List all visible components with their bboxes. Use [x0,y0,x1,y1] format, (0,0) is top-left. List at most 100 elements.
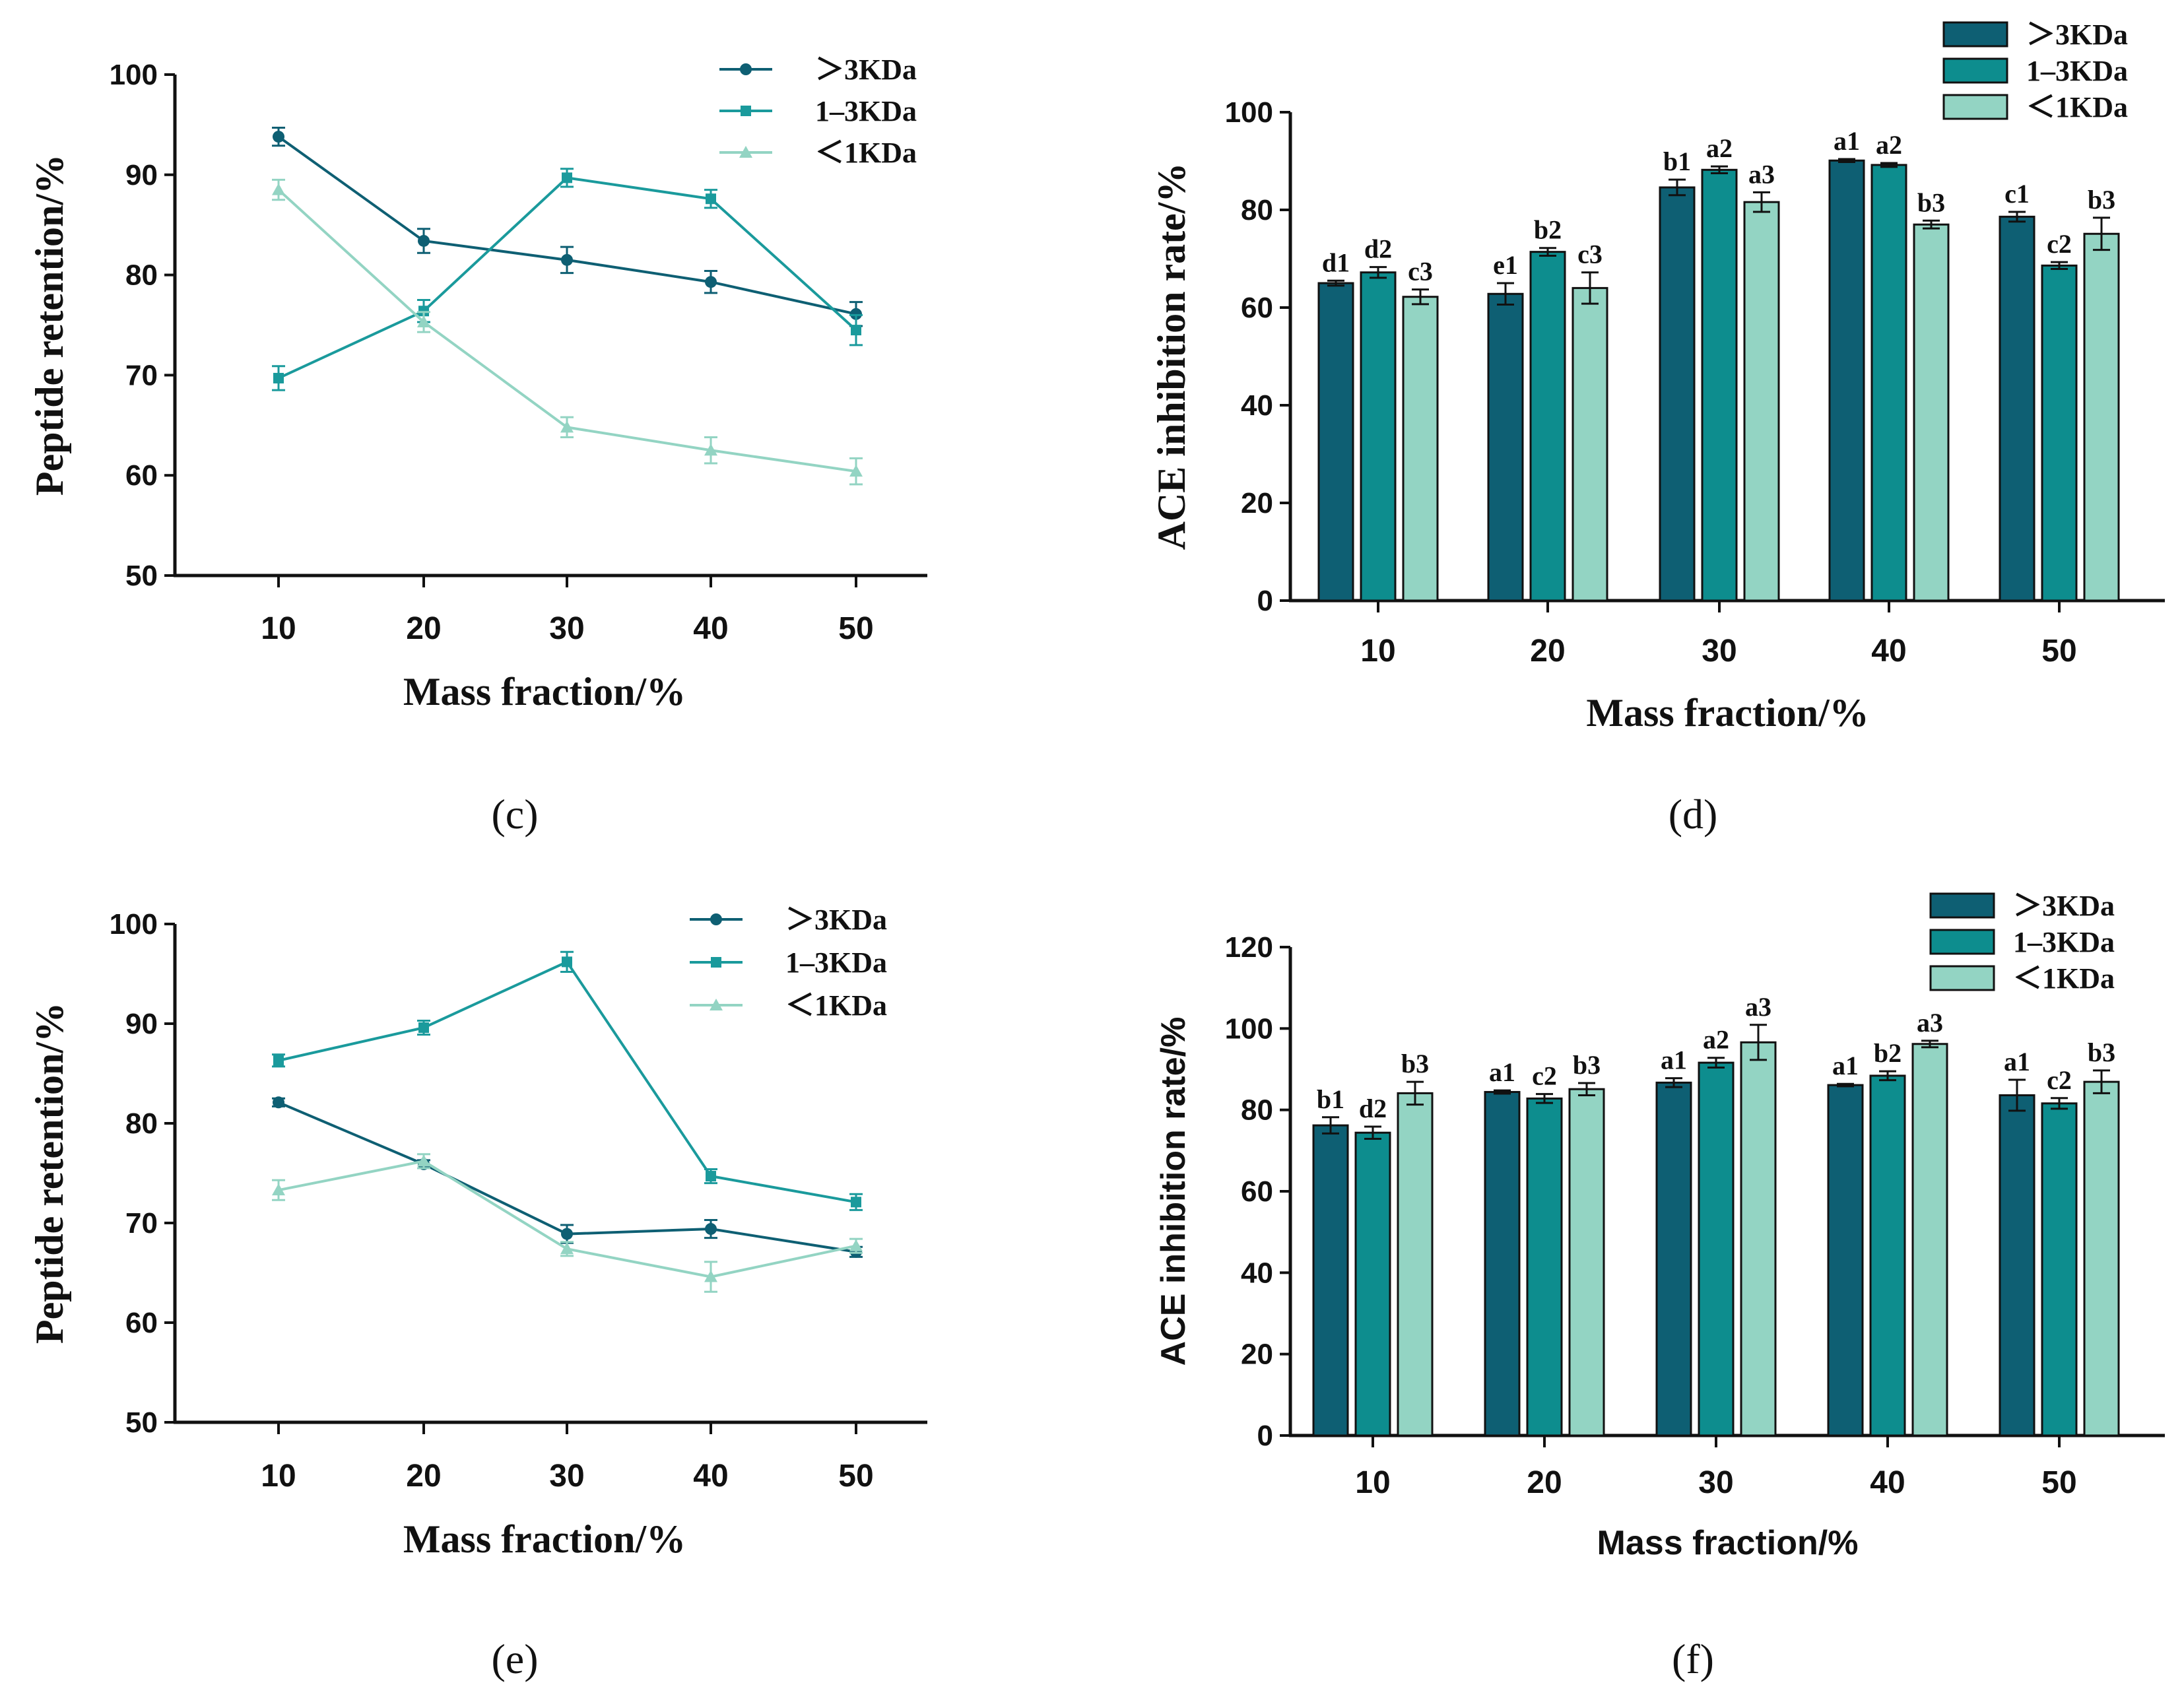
data-point [418,1022,429,1034]
bar [1828,159,1865,602]
bar [1397,1092,1434,1437]
y-tick-label: 100 [110,59,158,91]
significance-label: b2 [1874,1038,1902,1068]
bar [1659,186,1696,602]
significance-label: a1 [1661,1045,1687,1075]
x-tick-label: 10 [261,611,296,646]
bar [1312,1124,1349,1437]
significance-label: d2 [1364,234,1392,264]
bar [1484,1091,1521,1437]
significance-label: a1 [2004,1047,2030,1076]
bar [1740,1041,1777,1437]
panel-d-bar-chart: 0 20 40 60 80 100 10 20 30 40 50 Mass fraction/% ACE… [1150,18,2165,838]
x-axis-title: Mass fraction/% [403,1517,686,1561]
legend-marker [740,63,752,75]
y-tick-label: 50 [125,560,158,592]
bar [1360,271,1397,602]
bar [1999,215,2035,602]
y-tick-label: 60 [1241,1175,1273,1208]
significance-label: b2 [1534,215,1562,245]
y-tick-label: 80 [1241,194,1273,226]
legend-marker [741,106,751,116]
significance-label: c2 [2047,229,2072,259]
bar [2083,232,2120,602]
legend-marker [710,913,722,925]
significance-label: c1 [2004,179,2030,209]
significance-label: b3 [2088,185,2115,214]
y-axis-title: ACE inhibition rate/% [1154,1017,1193,1366]
bar [1529,251,1566,602]
x-tick-label: 50 [2041,1465,2076,1500]
significance-label: e1 [1493,250,1518,280]
legend-swatch [1929,892,1995,919]
significance-label: a2 [1706,133,1733,163]
y-tick-label: 80 [125,259,158,292]
data-point [851,325,861,336]
legend-swatch [1942,57,2008,84]
bar [1911,1043,1948,1437]
significance-label: c2 [1532,1061,1557,1091]
y-tick-label: 100 [1225,1012,1273,1045]
x-tick-label: 30 [549,611,584,646]
x-tick-label: 10 [1360,634,1395,669]
y-axis-title: Peptide retention/% [28,154,71,496]
data-point [562,172,572,183]
significance-label: a2 [1876,130,1902,160]
bar [1869,1074,1906,1437]
legend-swatch [1929,965,1995,991]
y-tick-label: 70 [125,1207,158,1239]
data-point [272,183,285,195]
significance-label: d1 [1322,248,1350,277]
bar [1526,1097,1563,1437]
x-tick-label: 20 [406,611,441,646]
legend-label: ＜1KDa [815,137,917,169]
legend-label: ＜1KDa [785,989,887,1022]
data-point [850,308,862,320]
data-point [704,1270,717,1282]
legend-label: 1–3KDa [2026,55,2128,87]
data-point [273,131,284,143]
significance-label: b3 [2088,1038,2115,1067]
y-tick-label: 90 [125,159,158,191]
panel-label: (c) [491,791,538,838]
significance-label: a2 [1703,1025,1729,1055]
data-point [849,465,863,477]
y-tick-label: 60 [1241,292,1273,324]
bar [1487,292,1524,602]
y-tick-label: 20 [1241,487,1273,519]
panel-label: (d) [1669,791,1718,838]
data-point [418,306,429,317]
legend-label: ＞3KDa [2026,18,2128,51]
x-tick-label: 20 [406,1459,441,1494]
data-point [273,372,284,383]
legend-label: 1–3KDa [815,95,917,127]
bar [1827,1084,1864,1437]
data-point [561,1228,573,1240]
panel-label: (f) [1672,1635,1714,1682]
x-tick-label: 40 [693,611,728,646]
x-axis-title: Mass fraction/% [1586,691,1869,735]
x-tick-label: 10 [1355,1465,1390,1500]
bar [1354,1131,1391,1437]
y-tick-label: 50 [125,1406,158,1439]
legend-swatch [1942,21,2008,48]
data-point [704,444,717,456]
bar [2083,1080,2120,1437]
x-tick-label: 40 [1870,1465,1905,1500]
data-point [705,276,717,288]
bar [1913,223,1950,602]
data-point [560,420,574,433]
y-tick-label: 40 [1241,389,1273,422]
x-tick-label: 30 [1698,1465,1733,1500]
legend-swatch [1929,929,1995,955]
data-point [418,234,430,247]
y-tick-label: 0 [1257,585,1273,617]
y-tick-label: 100 [110,908,158,940]
panel-f-bar-chart: 0 20 40 60 80 100 120 10 20 30 40 50 Mass fraction/%… [1154,890,2165,1682]
data-point [705,1223,717,1236]
significance-label: b1 [1663,147,1691,176]
x-tick-label: 50 [2041,634,2076,669]
significance-label: b3 [1917,187,1945,217]
legend-label: ＜1KDa [2026,91,2128,123]
data-point [562,956,572,968]
